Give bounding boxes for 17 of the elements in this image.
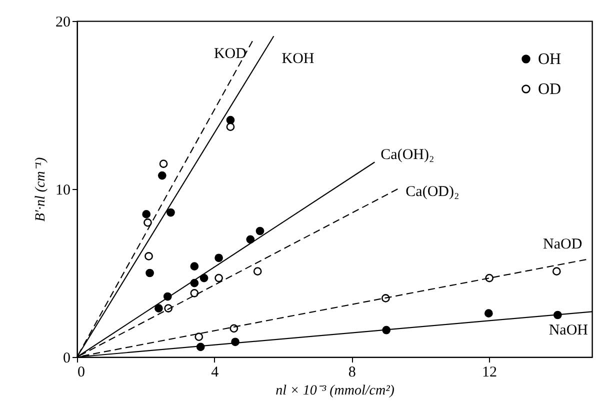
annotation: Ca(OH)₂ (380, 147, 434, 164)
annotation: KOD (214, 46, 247, 62)
annotation: NaOH (548, 322, 588, 339)
x-axis-title: nl × 10⁻³ (mmol/cm²) (276, 384, 395, 398)
x-tick-label: 12 (482, 364, 497, 380)
x-tick-label: 4 (211, 364, 220, 380)
legend-label: OD (538, 81, 562, 98)
annotation: KOH (282, 51, 314, 68)
y-tick-label: 20 (56, 14, 70, 30)
y-tick-label: 10 (56, 182, 70, 198)
x-tick-label: 8 (348, 364, 356, 380)
legend-label: OH (538, 51, 562, 68)
y-axis-title: B′·nl (cm⁻¹) (34, 156, 48, 222)
y-tick-label: 0 (63, 350, 70, 366)
x-tick-label: 0 (78, 364, 85, 380)
annotation: NaOD (543, 236, 582, 253)
annotation: Ca(OD)₂ (406, 184, 460, 200)
